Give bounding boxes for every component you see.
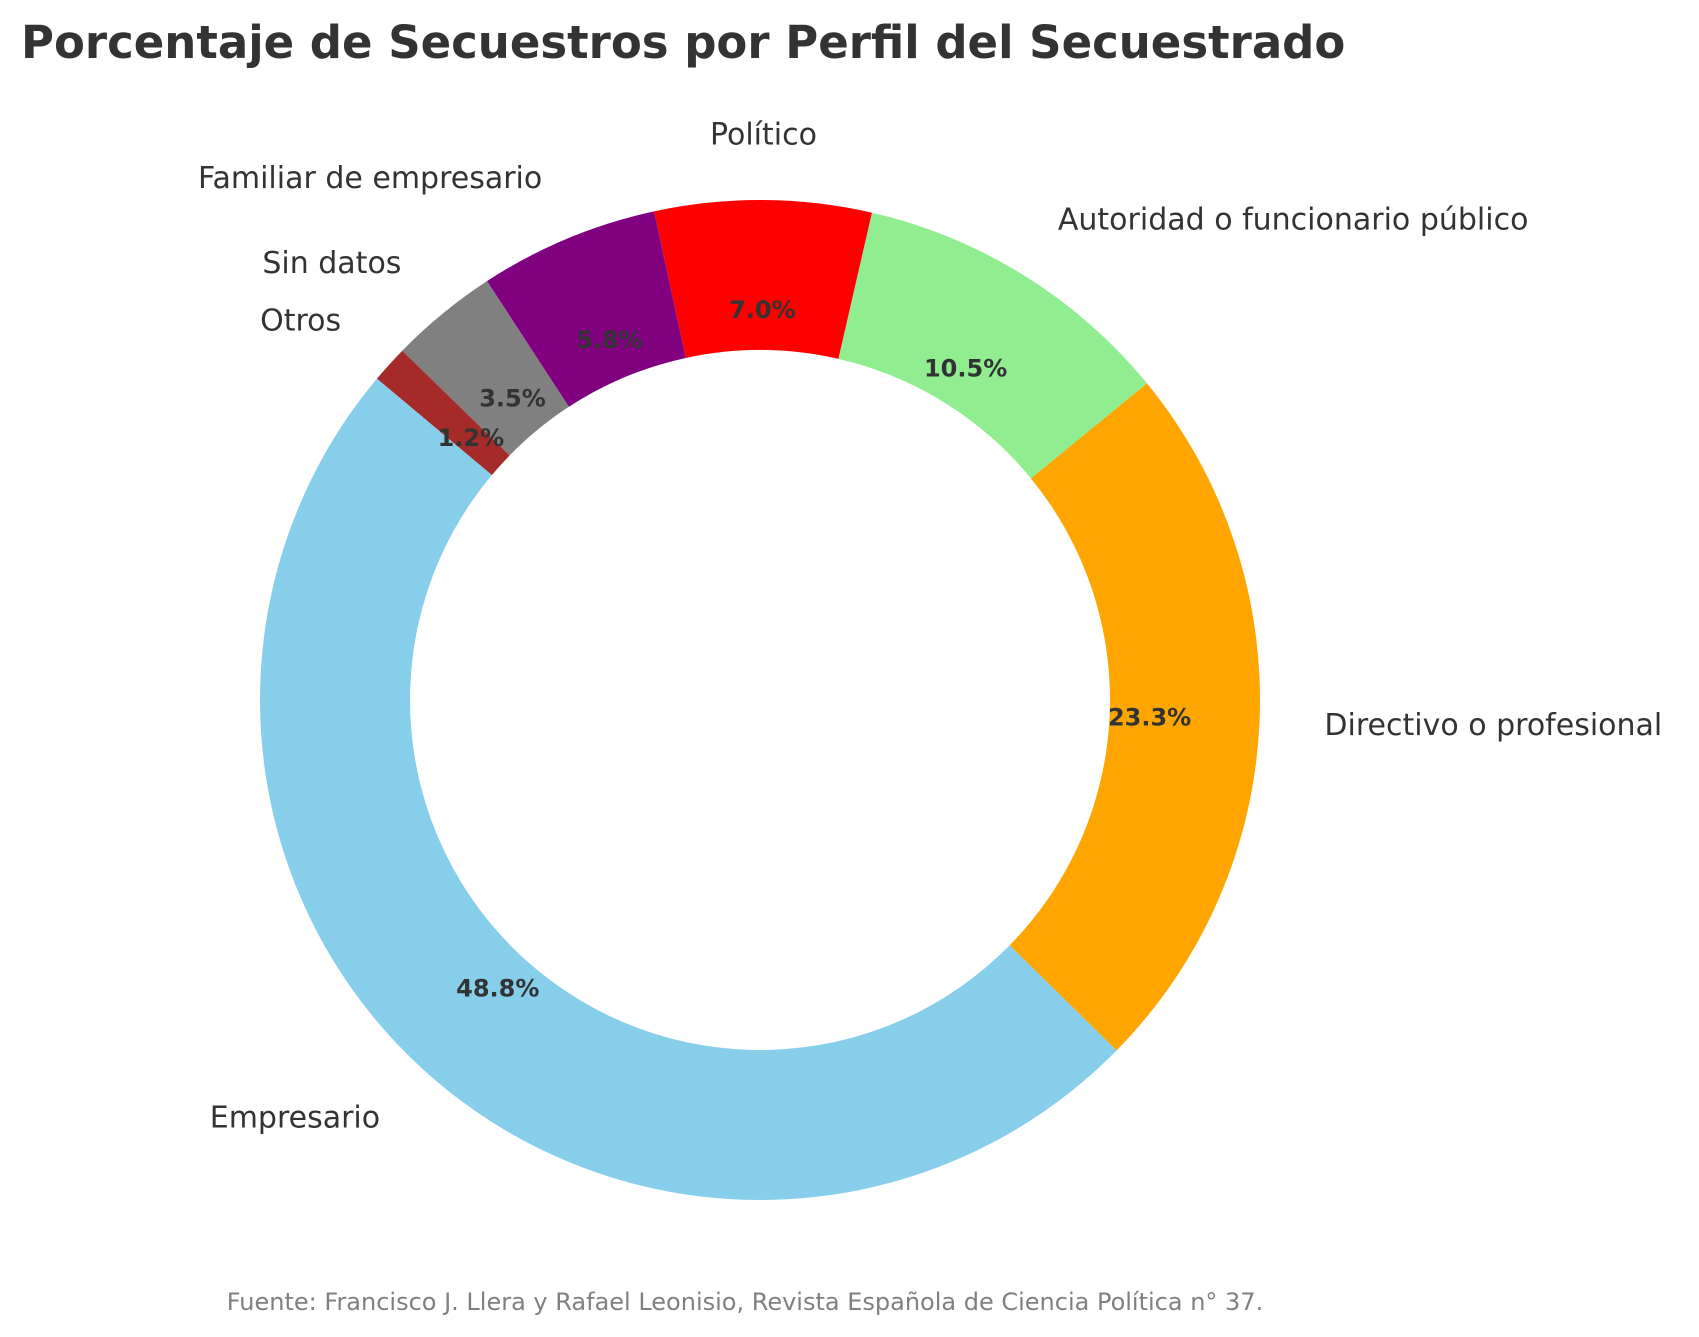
pct-politico: 7.0% [729,296,796,324]
slice-autoridad-o-funcionario-publico [838,212,1147,479]
label-otros: Otros [260,303,341,338]
label-familiar-de-empresario: Familiar de empresario [198,161,542,196]
label-directivo-o-profesional: Directivo o profesional [1324,708,1662,743]
slice-politico [654,200,872,359]
pct-otros: 1.2% [438,424,505,452]
label-politico: Político [710,118,817,153]
category-labels: Empresario Directivo o profesional Autorid… [198,118,1662,1136]
slice-directivo-o-profesional [1009,383,1260,1051]
donut-slices [259,200,1260,1201]
label-sin-datos: Sin datos [262,246,401,281]
slice-otros [376,350,510,476]
slice-familiar-de-empresario [486,211,686,407]
pct-autoridad-o-funcionario-publico: 10.5% [924,355,1007,383]
source-note: Fuente: Francisco J. Llera y Rafael Leon… [227,1288,1263,1316]
pct-directivo-o-profesional: 23.3% [1108,704,1191,732]
label-autoridad-o-funcionario-publico: Autoridad o funcionario público [1058,202,1529,237]
percentage-labels: 48.8% 23.3% 10.5% 7.0% 5.8% 3.5% 1.2% [438,296,1192,1003]
label-empresario: Empresario [210,1101,380,1136]
pct-sin-datos: 3.5% [479,385,546,413]
pct-familiar-de-empresario: 5.8% [576,326,643,354]
pct-empresario: 48.8% [456,975,539,1003]
slice-sin-datos [402,281,569,456]
chart-title: Porcentaje de Secuestros por Perfil del … [21,16,1345,69]
slice-empresario [259,378,1117,1201]
